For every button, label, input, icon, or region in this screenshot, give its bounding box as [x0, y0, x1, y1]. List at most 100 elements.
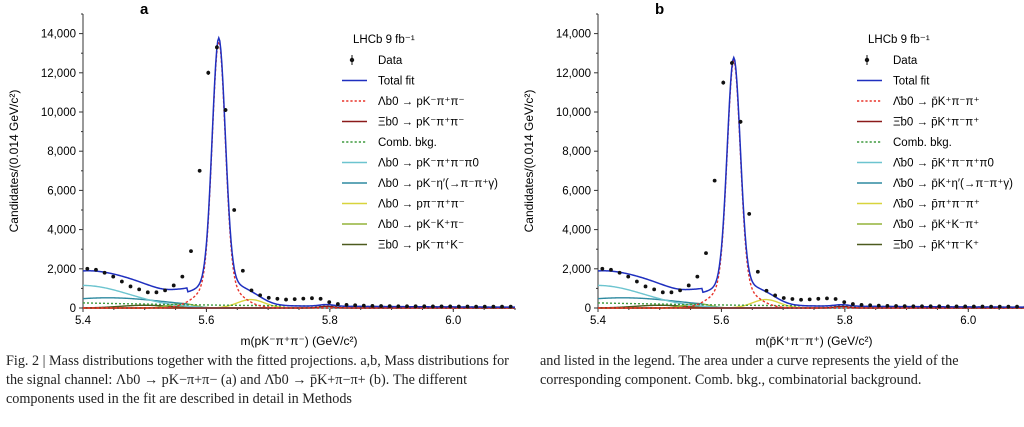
data-point: [163, 288, 167, 293]
data-point: [171, 283, 176, 288]
y-tick-label: 12,000: [556, 68, 591, 80]
data-point: [963, 304, 968, 309]
x-tick-label: 5.8: [837, 315, 853, 327]
data-point: [669, 290, 674, 295]
data-point: [396, 304, 401, 309]
data-point: [842, 300, 847, 305]
data-point: [781, 296, 786, 300]
x-tick-label: 6.0: [960, 315, 976, 327]
experiment-label: LHCb 9 fb⁻¹: [353, 34, 415, 46]
legend-label: Comb. bkg.: [893, 137, 952, 149]
legend-label: Ξb0 → pK⁻π⁺K⁻: [378, 240, 464, 252]
legend-item-ppipi: Λ̄b0 → p̄π⁺π⁻π⁺: [857, 199, 980, 211]
data-point: [422, 304, 427, 309]
data-point: [387, 304, 392, 309]
data-point: [816, 296, 821, 301]
y-tick-label: 4,000: [47, 225, 76, 237]
caption-right: and listed in the legend. The area under…: [540, 353, 959, 388]
data-point: [318, 296, 323, 301]
legend-label: Λ̄b0 → p̄K⁺π⁻π⁺: [893, 96, 980, 108]
data-point: [379, 304, 383, 308]
data-point: [154, 290, 159, 295]
data-point: [954, 304, 959, 309]
data-point: [738, 119, 743, 124]
data-point: [868, 303, 873, 308]
legend-swatch-point: [864, 57, 870, 63]
curve-total-fit: [82, 35, 515, 308]
data-point: [405, 304, 409, 309]
data-point: [799, 297, 803, 302]
data-point: [634, 279, 639, 284]
experiment-label: LHCb 9 fb⁻¹: [868, 34, 930, 46]
y-tick-label: 12,000: [41, 68, 76, 80]
y-tick-label: 2,000: [562, 264, 591, 276]
data-point: [301, 296, 306, 301]
data-point: [448, 304, 453, 309]
data-point: [825, 296, 829, 301]
x-tick-label: 6.0: [445, 315, 461, 327]
data-point: [482, 304, 487, 309]
data-point: [971, 304, 976, 309]
legend-label: Λ̄b0 → p̄K⁺π⁻π⁺π0: [893, 158, 994, 170]
legend-item-comb: Comb. bkg.: [857, 137, 952, 149]
data-point: [773, 293, 778, 298]
legend-label: Λ̄b0 → p̄π⁺π⁻π⁺: [893, 199, 980, 211]
y-tick-label: 14,000: [41, 29, 76, 41]
legend-label: Ξ̄b0 → p̄K⁺π⁻π⁺: [893, 117, 979, 129]
data-point: [189, 249, 193, 254]
data-point: [361, 303, 366, 308]
data-point: [206, 70, 211, 75]
data-point: [431, 304, 435, 309]
panel-label: a: [140, 1, 149, 18]
y-tick-label: 6,000: [47, 185, 76, 197]
legend-item-pKK: Λb0 → pK⁻K⁺π⁻: [342, 219, 464, 231]
legend-label: Λb0 → pK⁻π⁺π⁻π0: [378, 158, 479, 170]
curve-signal: [598, 58, 1024, 309]
legend-item-pi0: Λ̄b0 → p̄K⁺π⁻π⁺π0: [857, 158, 994, 170]
legend-item-total_fit: Total fit: [857, 76, 930, 88]
data-point: [660, 290, 665, 295]
data-point: [609, 267, 613, 272]
legend-label: Λb0 → pπ⁻π⁺π⁻: [378, 199, 465, 211]
data-point: [712, 178, 717, 183]
data-point: [695, 274, 700, 279]
legend-label: Total fit: [378, 76, 415, 88]
legend-label: Ξ̄b0 → p̄K⁺π⁻K⁺: [893, 240, 979, 252]
data-point: [1015, 304, 1019, 309]
data-point: [894, 304, 898, 308]
y-tick-label: 6,000: [562, 185, 591, 197]
data-point: [249, 288, 254, 293]
legend-item-pi0: Λb0 → pK⁻π⁺π⁻π0: [342, 158, 479, 170]
data-point: [223, 108, 228, 112]
legend-item-eta: Λb0 → pK⁻η′(→π⁻π⁺γ): [342, 178, 498, 190]
legend-item-xi_b: Ξb0 → pK⁻π⁺π⁻: [342, 117, 464, 129]
data-point: [85, 266, 90, 271]
caption-left: Fig. 2 | Mass distributions together wit…: [6, 353, 509, 407]
x-tick-label: 5.6: [198, 315, 214, 327]
data-point: [928, 304, 933, 309]
y-tick-label: 4,000: [562, 225, 591, 237]
data-point: [344, 302, 349, 307]
legend-label: Data: [893, 55, 918, 67]
y-tick-label: 10,000: [556, 107, 591, 119]
legend-item-xiKK: Ξ̄b0 → p̄K⁺π⁻K⁺: [857, 240, 979, 252]
data-point: [197, 168, 202, 173]
y-tick-label: 14,000: [556, 29, 591, 41]
legend-label: Λ̄b0 → p̄K⁺K⁻π⁺: [893, 219, 979, 231]
legend-label: Λb0 → pK⁻K⁺π⁻: [378, 219, 464, 231]
data-point: [456, 304, 461, 309]
x-tick-label: 5.4: [75, 315, 92, 327]
figure: a 0 2,000 4,000 6,000 8,000 10,000 12,000 14,000…: [7, 1, 1024, 348]
legend-item-xi_b: Ξ̄b0 → p̄K⁺π⁻π⁺: [857, 117, 979, 129]
data-point: [807, 297, 812, 302]
data-point: [833, 297, 838, 301]
x-axis-title: m(pK⁻π⁺π⁻) (GeV/c²): [241, 334, 358, 348]
data-point: [946, 304, 950, 309]
data-point: [439, 304, 444, 309]
legend-label: Λb0 → pK⁻η′(→π⁻π⁺γ): [378, 178, 498, 190]
x-axis-title: m(p̄K⁺π⁻π⁺) (GeV/c²): [756, 334, 873, 348]
data-point: [137, 287, 142, 292]
data-point: [920, 304, 924, 309]
data-point: [258, 293, 263, 298]
legend-swatch-point: [349, 57, 355, 63]
